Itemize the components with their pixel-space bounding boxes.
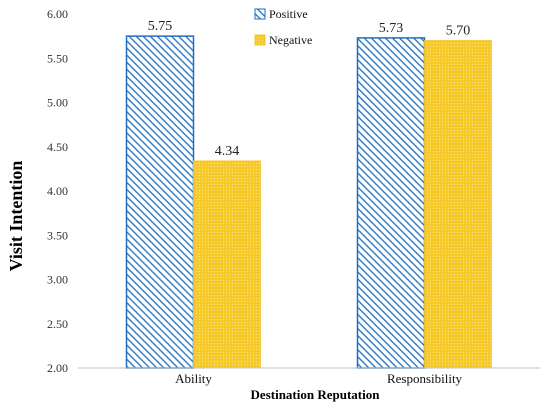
y-tick-label: 4.50 [47,140,68,154]
bar-negative-ability [193,160,261,369]
y-axis-ticks: 2.00 2.50 3.00 3.50 4.00 4.50 5.00 5.50 6.00 [47,7,68,375]
data-label: 5.75 [148,19,173,34]
legend: Positive Negative [254,7,312,47]
legend-label-positive: Positive [269,7,308,21]
y-tick-label: 4.00 [47,184,68,198]
x-tick-label: Responsibility [387,371,463,386]
bar-positive-ability [125,35,195,369]
y-axis-title: Visit Intention [6,161,26,272]
y-tick-label: 3.00 [47,273,68,287]
bar-negative-responsibility [424,40,492,369]
x-tick-label: Ability [175,371,212,386]
x-axis-title: Destination Reputation [251,387,381,402]
y-tick-label: 2.50 [47,317,68,331]
bars [125,35,492,369]
data-label: 5.70 [446,24,471,39]
legend-swatch-positive [254,8,266,20]
data-labels: 5.75 4.34 5.73 5.70 [148,19,471,159]
data-label: 5.73 [379,21,404,36]
y-tick-label: 3.50 [47,228,68,242]
bar-positive-responsibility [356,37,426,369]
y-tick-label: 6.00 [47,7,68,21]
y-tick-label: 2.00 [47,361,68,375]
legend-label-negative: Negative [269,33,312,47]
x-axis-categories: Ability Responsibility [175,371,462,386]
y-tick-label: 5.50 [47,51,68,65]
y-tick-label: 5.00 [47,96,68,110]
legend-swatch-negative [254,34,266,46]
data-label: 4.34 [215,144,240,159]
